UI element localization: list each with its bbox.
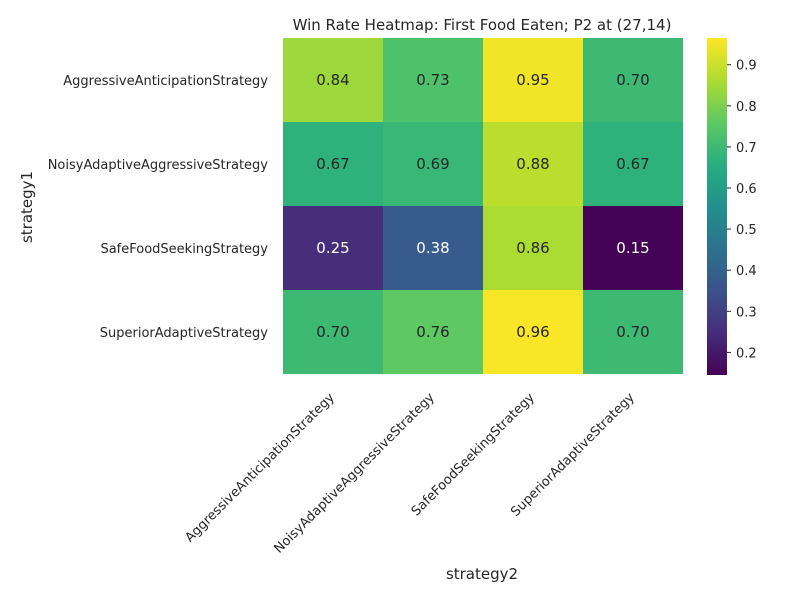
cell-value-label: 0.70 xyxy=(616,323,649,341)
cell-value-label: 0.73 xyxy=(416,71,449,89)
cell-value-label: 0.38 xyxy=(416,239,449,257)
heatmap-cell xyxy=(283,122,383,206)
chart-title: Win Rate Heatmap: First Food Eaten; P2 a… xyxy=(293,16,672,34)
cell-value-label: 0.70 xyxy=(616,71,649,89)
heatmap-cell xyxy=(283,38,383,122)
colorbar-tick-label: 0.9 xyxy=(736,59,757,74)
y-tick-label: AggressiveAnticipationStrategy xyxy=(63,74,268,89)
cell-value-label: 0.96 xyxy=(516,323,549,341)
cell-value-label: 0.76 xyxy=(416,323,449,341)
heatmap-cell xyxy=(283,206,383,290)
cell-value-label: 0.69 xyxy=(416,155,449,173)
x-axis-label: strategy2 xyxy=(446,565,518,583)
colorbar-tick-label: 0.8 xyxy=(736,100,757,115)
colorbar-tick-label: 0.6 xyxy=(736,182,757,197)
heatmap-cell xyxy=(383,122,483,206)
y-axis-label: strategy1 xyxy=(18,171,36,243)
colorbar-tick-label: 0.7 xyxy=(736,141,757,156)
y-tick-label: SuperiorAdaptiveStrategy xyxy=(100,326,269,341)
heatmap-cell xyxy=(483,290,583,374)
x-tick-labels: AggressiveAnticipationStrategyNoisyAdapt… xyxy=(182,390,638,557)
heatmap-cell xyxy=(483,38,583,122)
cell-value-label: 0.70 xyxy=(316,323,349,341)
cell-value-label: 0.67 xyxy=(616,155,649,173)
heatmap-cell xyxy=(583,38,683,122)
cell-value-label: 0.84 xyxy=(316,71,349,89)
heatmap-cell xyxy=(583,206,683,290)
y-tick-labels: AggressiveAnticipationStrategy NoisyAdapt… xyxy=(48,74,269,341)
x-tick-label: NoisyAdaptiveAggressiveStrategy xyxy=(271,390,438,557)
heatmap-cell xyxy=(483,206,583,290)
heatmap-cell xyxy=(583,122,683,206)
heatmap-cell xyxy=(383,38,483,122)
cell-value-label: 0.88 xyxy=(516,155,549,173)
cell-value-label: 0.25 xyxy=(316,239,349,257)
colorbar: 0.2 0.3 0.4 0.5 0.6 0.7 0.8 0.9 xyxy=(707,38,757,375)
cell-value-label: 0.67 xyxy=(316,155,349,173)
heatmap-cell xyxy=(583,290,683,374)
cell-value-label: 0.15 xyxy=(616,239,649,257)
heatmap-cell xyxy=(483,122,583,206)
cell-value-label: 0.86 xyxy=(516,239,549,257)
colorbar-tick-label: 0.5 xyxy=(736,223,757,238)
heatmap-cell xyxy=(383,290,483,374)
colorbar-ticks: 0.2 0.3 0.4 0.5 0.6 0.7 0.8 0.9 xyxy=(727,59,757,361)
heatmap-cells: 0.84 0.73 0.95 0.70 0.67 0.69 0.88 0.67 0.25 0.38… xyxy=(283,38,683,374)
colorbar-tick-label: 0.3 xyxy=(736,305,757,320)
cell-value-label: 0.95 xyxy=(516,71,549,89)
colorbar-tick-label: 0.2 xyxy=(736,346,757,361)
colorbar-gradient xyxy=(707,38,727,375)
y-tick-label: SafeFoodSeekingStrategy xyxy=(100,242,268,257)
heatmap-cell xyxy=(383,206,483,290)
heatmap-cell xyxy=(283,290,383,374)
y-tick-label: NoisyAdaptiveAggressiveStrategy xyxy=(48,158,269,173)
colorbar-tick-label: 0.4 xyxy=(736,264,757,279)
